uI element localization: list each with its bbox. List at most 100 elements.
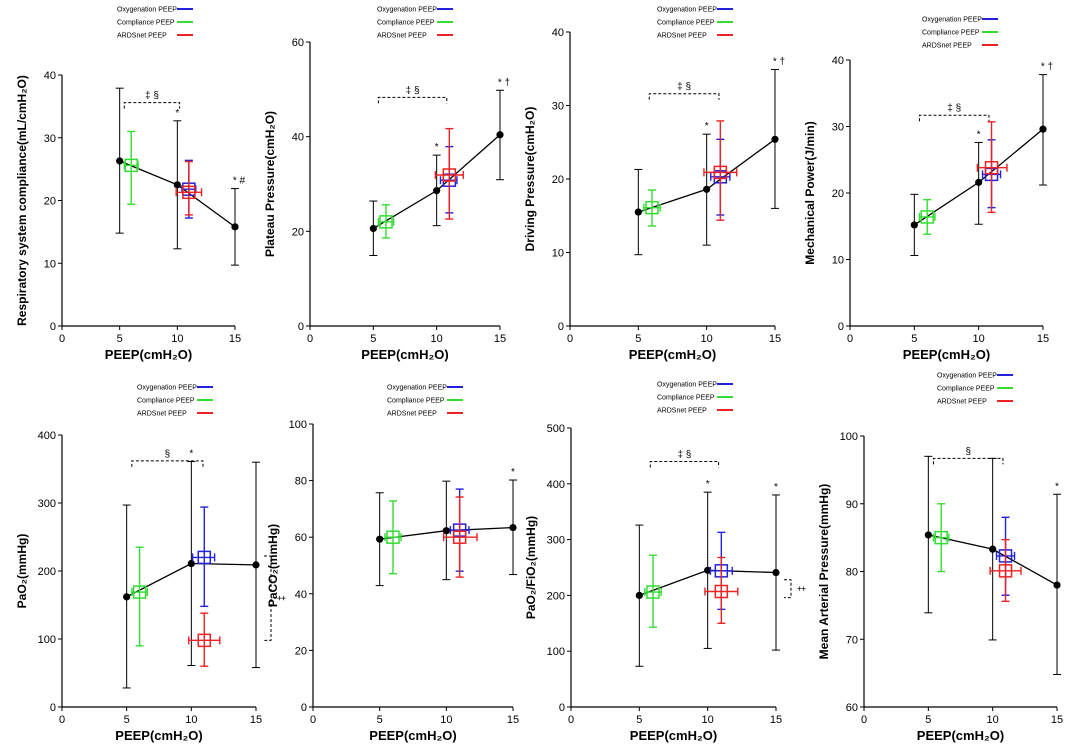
panel-2-significance-marker: * † [498,77,510,88]
panel-1-y-tick-label: 20 [44,196,56,208]
panel-1: 0 10 20 30 40 0 5 10 15 PEEP(cmH₂O) Respiratory sy… [15,7,246,363]
panel-5-comparison-label: § [165,449,171,460]
panel-5-x-axis-label: PEEP(cmH₂O) [115,728,202,743]
panel-7-series-point [772,568,780,577]
panel-6-series-point [376,535,384,543]
panel-7-y-tick-label: 500 [547,423,565,435]
panel-5-ardsnet-peep-marker [197,633,212,648]
panel-3-y-tick-label: 40 [552,27,564,39]
panel-4-y-tick-label: 20 [832,188,844,200]
panel-4-x-axis-label: PEEP(cmH₂O) [903,347,990,362]
panel-6-legend-label: Oxygenation PEEP [387,385,447,392]
panel-1-series-point [231,223,239,231]
panel-4-y-tick-label: 30 [832,122,844,134]
panel-3-ardsnet-peep-marker [713,165,728,180]
panel-2-x-tick-label: 0 [307,333,313,345]
panel-7-x-tick-label: 15 [770,714,782,726]
panel-5-legend-label: Compliance PEEP [137,398,195,405]
panel-6-x-tick-label: 10 [440,714,452,726]
panel-8-ardsnet-peep-marker [998,564,1013,578]
panel-5-comparison-bracket [131,460,204,467]
panel-5: 0 100 200 300 400 0 5 10 15 PEEP(cmH₂O) PaO₂(mmHg)… [15,385,286,744]
panel-4-series-point [975,178,983,186]
panel-7-x-tick-label: 5 [636,714,642,726]
panel-2-series-point [369,224,377,233]
panel-3-legend-label: Compliance PEEP [657,20,715,27]
panel-2-y-axis-label: Plateau Pressure(cmH₂O) [263,111,277,257]
panel-2-series-point [496,131,504,139]
panel-8-compliance-peep-marker [934,530,948,545]
panel-6-y-tick-label: 20 [295,645,307,657]
panel-7-y-tick-label: 200 [547,590,565,602]
panel-1-ardsnet-peep-marker [182,185,196,200]
panel-6-y-tick-label: 0 [301,702,307,714]
panel-7-y-tick-label: 300 [547,535,565,547]
panel-7-series-point [704,566,712,574]
panel-8-significance-marker: * [1055,481,1059,492]
panel-1-significance-marker: * [175,108,179,119]
panel-4-significance-marker: * † [1041,62,1053,73]
panel-7-legend-label: Compliance PEEP [657,395,715,402]
panel-2-compliance-peep-marker [379,215,393,229]
panel-2-legend-label: Oxygenation PEEP [377,7,437,14]
panel-7-y-tick-label: 400 [547,479,565,491]
panel-8-comparison-label: § [965,446,971,457]
panel-5-oxygenation-peep-marker [197,550,212,565]
panel-1-y-tick-label: 40 [44,70,56,82]
panel-5-y-axis-label: PaO₂(mmHg) [15,534,29,609]
panel-6-y-tick-label: 40 [295,589,307,601]
panel-3-series-point [703,185,711,193]
panel-7-x-axis-label: PEEP(cmH₂O) [630,728,717,743]
panel-8-x-tick-label: 5 [925,714,931,726]
panel-3-series-point [771,135,779,143]
panel-5-y-tick-label: 400 [38,430,56,442]
panel-6-x-tick-label: 0 [310,714,316,726]
panel-1-x-tick-label: 0 [59,333,65,345]
panel-3-comparison-label: ‡ § [677,82,691,93]
panel-3-x-tick-label: 10 [701,333,713,345]
panel-5-y-tick-label: 0 [50,702,56,714]
panel-2-significance-marker: * [435,142,439,153]
panel-8-legend-label: ARDSnet PEEP [937,399,987,406]
panel-6-legend-label: ARDSnet PEEP [387,411,437,418]
panel-8-x-tick-label: 0 [861,714,867,726]
panel-8-x-axis-label: PEEP(cmH₂O) [917,728,1004,743]
panel-2-series-point [433,187,441,195]
panel-5-x-tick-label: 15 [250,714,262,726]
panel-4-significance-marker: * [977,129,981,140]
panel-2-x-tick-label: 5 [370,333,376,345]
panel-8-legend-label: Compliance PEEP [937,386,995,393]
panel-2-legend-label: ARDSnet PEEP [377,33,427,40]
panel-7-comparison-label: ‡ § [677,449,691,460]
panel-4-series-point [1039,125,1047,133]
panel-6-y-tick-label: 100 [289,419,307,431]
panel-8-y-tick-label: 60 [846,702,858,714]
panel-1-series-point [116,157,124,165]
panel-2-x-tick-label: 15 [494,333,506,345]
panel-4-legend-label: Compliance PEEP [922,30,980,37]
panel-2-y-tick-label: 60 [292,37,304,49]
panel-7-compliance-peep-marker [646,585,660,599]
panel-3-series-point [634,208,642,216]
panel-8-series-point [1053,581,1061,589]
panel-5-y-tick-label: 200 [38,566,56,578]
panel-5-compliance-peep-marker [132,585,147,599]
panel-4-comparison-bracket [918,114,990,122]
panel-7-ardsnet-peep-marker [714,584,729,599]
panel-6-ardsnet-peep-marker [452,530,467,544]
panel-8-series-point [989,545,997,553]
panel-2-comparison-bracket [377,96,448,104]
panel-3-y-tick-label: 20 [552,174,564,186]
panel-4-compliance-peep-marker [920,210,934,224]
panel-7-legend-label: Oxygenation PEEP [657,382,717,389]
panel-7-side-bracket-label: ‡ [795,586,806,592]
panel-2-ardsnet-peep-marker [442,168,457,182]
panel-6-series-point [509,523,517,532]
panel-3-legend-label: Oxygenation PEEP [657,7,717,14]
panel-2-comparison-label: ‡ § [406,85,420,96]
panel-5-x-tick-label: 5 [124,714,130,726]
panel-3-x-tick-label: 5 [635,333,641,345]
panel-8-comparison-bracket [932,457,1004,465]
panel-3-compliance-peep-marker [645,200,659,215]
